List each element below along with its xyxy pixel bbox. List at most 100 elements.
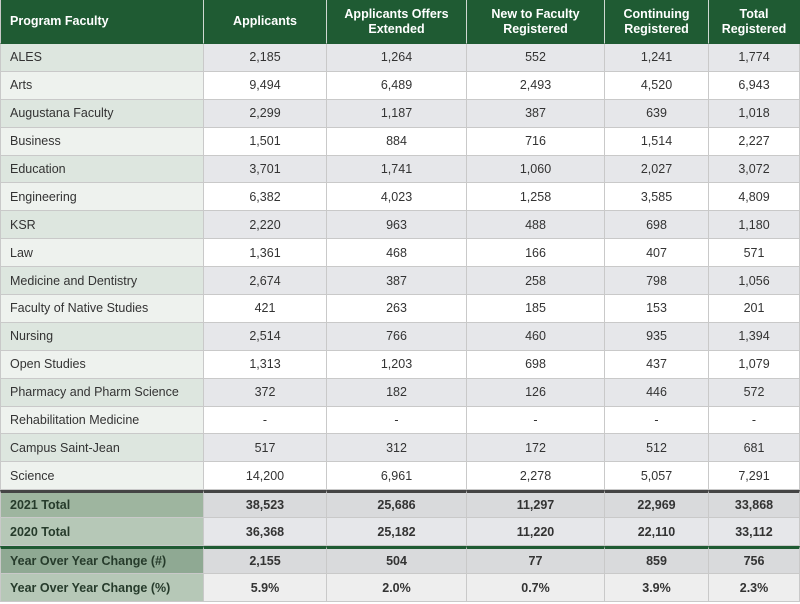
- table-cell: 552: [467, 44, 605, 72]
- table-row: Rehabilitation Medicine - - - - -: [0, 406, 800, 435]
- header-cell: Applicants: [204, 0, 327, 44]
- table-cell: 2,185: [204, 44, 327, 72]
- table-cell: 22,110: [605, 518, 709, 547]
- total-row: 2020 Total 36,368 25,182 11,220 22,110 33,112: [0, 518, 800, 547]
- table-cell: -: [327, 406, 467, 435]
- table-row: Education 3,701 1,741 1,060 2,027 3,072: [0, 155, 800, 184]
- header-cell: Applicants Offers Extended: [327, 0, 467, 44]
- table-cell: 387: [327, 267, 467, 296]
- table-cell: 387: [467, 99, 605, 128]
- table-cell: 2.3%: [709, 574, 800, 603]
- table-row: KSR 2,220 963 488 698 1,180: [0, 211, 800, 240]
- table-row: Augustana Faculty 2,299 1,187 387 639 1,018: [0, 99, 800, 128]
- row-label: 2020 Total: [0, 518, 204, 547]
- table-row: Pharmacy and Pharm Science 372 182 126 446 57…: [0, 378, 800, 407]
- table-cell: 1,018: [709, 99, 800, 128]
- table-cell: 859: [605, 546, 709, 575]
- table-cell: 11,297: [467, 490, 605, 519]
- row-label: Nursing: [0, 322, 204, 351]
- table-cell: 5.9%: [204, 574, 327, 603]
- table-cell: 1,501: [204, 127, 327, 156]
- table-row: Arts 9,494 6,489 2,493 4,520 6,943: [0, 71, 800, 100]
- table-cell: 6,382: [204, 183, 327, 212]
- row-label: Law: [0, 239, 204, 268]
- table-row: Faculty of Native Studies 421 263 185 153 201: [0, 295, 800, 323]
- row-label: Arts: [0, 71, 204, 100]
- table-cell: 182: [327, 378, 467, 407]
- table-cell: 263: [327, 295, 467, 323]
- table-cell: 14,200: [204, 462, 327, 491]
- table-cell: 6,961: [327, 462, 467, 491]
- table-cell: 468: [327, 239, 467, 268]
- table-cell: 1,060: [467, 155, 605, 184]
- table-cell: 153: [605, 295, 709, 323]
- table-cell: 3.9%: [605, 574, 709, 603]
- table-cell: 2.0%: [327, 574, 467, 603]
- table-cell: 446: [605, 378, 709, 407]
- table-cell: -: [204, 406, 327, 435]
- row-label: Year Over Year Change (#): [0, 546, 204, 575]
- change-row: Year Over Year Change (#) 2,155 504 77 859 75…: [0, 546, 800, 575]
- table-cell: 571: [709, 239, 800, 268]
- table-cell: 36,368: [204, 518, 327, 547]
- row-label: Rehabilitation Medicine: [0, 406, 204, 435]
- header-cell: Total Registered: [709, 0, 800, 44]
- table-row: Campus Saint-Jean 517 312 172 512 681: [0, 434, 800, 463]
- table-cell: -: [467, 406, 605, 435]
- table-cell: 1,241: [605, 44, 709, 72]
- table-cell: 517: [204, 434, 327, 463]
- header-cell: New to Faculty Registered: [467, 0, 605, 44]
- row-label: KSR: [0, 211, 204, 240]
- table-cell: 372: [204, 378, 327, 407]
- table-cell: 9,494: [204, 71, 327, 100]
- table-cell: 25,182: [327, 518, 467, 547]
- table-cell: 756: [709, 546, 800, 575]
- change-row: Year Over Year Change (%) 5.9% 2.0% 0.7% 3.9…: [0, 574, 800, 603]
- table-cell: 2,514: [204, 322, 327, 351]
- table-cell: 572: [709, 378, 800, 407]
- table-cell: 4,023: [327, 183, 467, 212]
- table-cell: 639: [605, 99, 709, 128]
- table-row: Nursing 2,514 766 460 935 1,394: [0, 322, 800, 351]
- table-cell: 77: [467, 546, 605, 575]
- table-cell: 6,489: [327, 71, 467, 100]
- table-cell: 1,313: [204, 350, 327, 379]
- table-cell: 421: [204, 295, 327, 323]
- table-cell: 716: [467, 127, 605, 156]
- table-cell: 185: [467, 295, 605, 323]
- table-cell: 2,493: [467, 71, 605, 100]
- table-row: Engineering 6,382 4,023 1,258 3,585 4,809: [0, 183, 800, 212]
- table-cell: 33,112: [709, 518, 800, 547]
- table-cell: 407: [605, 239, 709, 268]
- table-cell: 33,868: [709, 490, 800, 519]
- table-cell: 172: [467, 434, 605, 463]
- table-cell: 5,057: [605, 462, 709, 491]
- table-row: ALES 2,185 1,264 552 1,241 1,774: [0, 44, 800, 72]
- table-cell: 1,361: [204, 239, 327, 268]
- table-cell: 698: [467, 350, 605, 379]
- row-label: Year Over Year Change (%): [0, 574, 204, 603]
- table-cell: 1,394: [709, 322, 800, 351]
- table-cell: 698: [605, 211, 709, 240]
- row-label: ALES: [0, 44, 204, 72]
- table-cell: 1,774: [709, 44, 800, 72]
- table-cell: 166: [467, 239, 605, 268]
- table-cell: 512: [605, 434, 709, 463]
- table-cell: 11,220: [467, 518, 605, 547]
- row-label: Business: [0, 127, 204, 156]
- table-cell: 1,258: [467, 183, 605, 212]
- table-row: Open Studies 1,313 1,203 698 437 1,079: [0, 350, 800, 379]
- row-label: Science: [0, 462, 204, 491]
- table-cell: 3,585: [605, 183, 709, 212]
- table-cell: 504: [327, 546, 467, 575]
- table-cell: 4,520: [605, 71, 709, 100]
- table-row: Science 14,200 6,961 2,278 5,057 7,291: [0, 462, 800, 491]
- table-cell: 460: [467, 322, 605, 351]
- table-row: Law 1,361 468 166 407 571: [0, 239, 800, 268]
- table-cell: 884: [327, 127, 467, 156]
- table-cell: 312: [327, 434, 467, 463]
- header-row: Program Faculty Applicants Applicants Of…: [0, 0, 800, 44]
- table-cell: 1,264: [327, 44, 467, 72]
- table-cell: -: [709, 406, 800, 435]
